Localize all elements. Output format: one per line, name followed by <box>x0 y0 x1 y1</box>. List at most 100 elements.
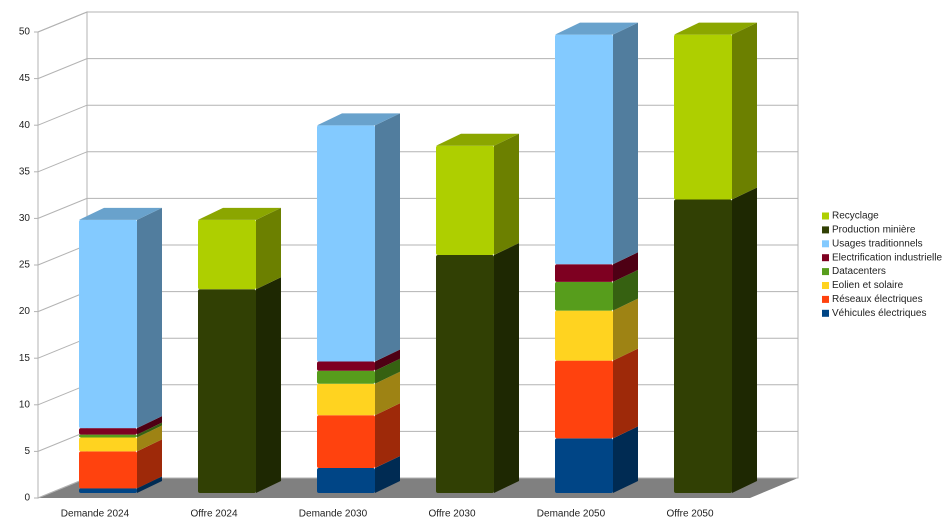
x-tick-label: Demande 2050 <box>537 509 606 520</box>
bar-front <box>198 289 256 493</box>
bar-front <box>555 281 613 311</box>
bar-top <box>79 207 162 220</box>
y-tick-label: 35 <box>19 166 31 177</box>
legend-swatch <box>822 282 829 289</box>
bar-side <box>375 403 400 468</box>
grid-line <box>37 11 88 33</box>
grid-line <box>37 197 88 219</box>
bar-segment <box>555 252 638 282</box>
bar-side <box>732 187 757 493</box>
bar-segment <box>436 243 519 493</box>
bar-top <box>436 133 519 146</box>
bar-segment <box>198 277 281 493</box>
bar-side <box>375 455 400 493</box>
grid-line <box>37 244 88 266</box>
bar-side <box>494 133 519 256</box>
bar-segment <box>79 439 162 489</box>
grid-line <box>37 384 88 406</box>
bar-side <box>137 476 162 493</box>
bar-side <box>375 113 400 362</box>
x-tick-label: Demande 2030 <box>299 509 368 520</box>
bar-side <box>613 426 638 493</box>
bar-front <box>436 255 494 493</box>
bar-segment <box>674 187 757 493</box>
bar-side <box>137 425 162 452</box>
bar-segment <box>555 426 638 493</box>
bar-side <box>137 207 162 429</box>
bar-side <box>613 269 638 311</box>
bar-segment <box>555 298 638 361</box>
bar-front <box>674 199 732 493</box>
legend-swatch <box>822 212 829 220</box>
grid-line <box>37 151 88 173</box>
bar-segment <box>555 269 638 311</box>
bar-front <box>555 360 613 439</box>
bar-segment <box>317 349 400 371</box>
bar-segment <box>436 133 519 256</box>
legend-swatch <box>822 309 829 317</box>
bar-front <box>555 34 613 265</box>
bar-side <box>137 416 162 435</box>
legend-swatch <box>822 240 829 248</box>
x-tick-label: Offre 2030 <box>428 509 476 520</box>
bar-segment <box>79 416 162 435</box>
y-tick-label: 40 <box>19 120 31 131</box>
legend-label: Recyclage <box>832 211 879 222</box>
bar-front <box>79 437 137 452</box>
bar-front <box>317 125 375 362</box>
bar-front <box>79 488 137 493</box>
bar-front <box>317 361 375 371</box>
bar-side <box>613 252 638 282</box>
bar-segment <box>674 22 757 200</box>
bar-segment <box>317 455 400 493</box>
bar-top <box>674 22 757 35</box>
bar-front <box>317 370 375 384</box>
bar-segment <box>555 22 638 265</box>
bar-front <box>317 383 375 416</box>
legend-label: Eolien et solaire <box>832 280 904 291</box>
x-tick-label: Demande 2024 <box>61 509 130 520</box>
bar-segment <box>79 422 162 438</box>
bar-front <box>317 467 375 493</box>
bar-top <box>198 207 281 220</box>
bar-segment <box>79 476 162 493</box>
bar-segment <box>317 358 400 384</box>
bar-front <box>555 310 613 361</box>
bar-side <box>613 22 638 265</box>
y-tick-label: 25 <box>19 260 31 271</box>
y-tick-label: 10 <box>19 399 31 410</box>
bar-segment <box>317 113 400 362</box>
bar-segment <box>79 425 162 452</box>
legend: Recyclage Production minière Usages tradit… <box>822 211 942 319</box>
grid-line <box>37 477 88 499</box>
legend-swatch <box>822 268 829 276</box>
bar-side <box>375 371 400 416</box>
bar-side <box>137 439 162 489</box>
legend-swatch <box>822 226 829 234</box>
bar-front <box>79 434 137 438</box>
bar-front <box>198 219 256 290</box>
bar-segment <box>198 207 281 290</box>
bar-front <box>555 438 613 493</box>
x-tick-label: Offre 2024 <box>190 509 238 520</box>
grid-line <box>37 104 88 126</box>
grid-line <box>37 430 88 452</box>
bar-side <box>613 298 638 361</box>
legend-swatch <box>822 295 829 303</box>
bar-top <box>317 113 400 126</box>
bar-segment <box>79 207 162 429</box>
bar-top <box>555 22 638 35</box>
bar-front <box>555 264 613 282</box>
legend-swatch <box>822 254 829 262</box>
bar-side <box>137 422 162 438</box>
bar-segment <box>317 371 400 416</box>
bar-side <box>494 243 519 493</box>
bar-side <box>256 277 281 493</box>
bar-front <box>79 451 137 489</box>
y-tick-label: 20 <box>19 306 31 317</box>
y-tick-label: 50 <box>19 27 31 38</box>
bar-front <box>79 219 137 429</box>
legend-label: Usages traditionnels <box>832 238 923 249</box>
bar-front <box>674 34 732 200</box>
